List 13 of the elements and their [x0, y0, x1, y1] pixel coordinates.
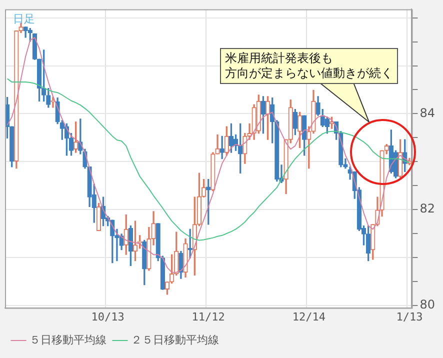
x-tick-label: 10/13 [91, 310, 124, 324]
x-tick-label: 1/13 [396, 310, 423, 324]
legend-label: ５日移動平均線 [30, 333, 106, 346]
x-tick-label: 11/12 [192, 310, 225, 324]
annotation: 方向が定まらない値動きが続く [225, 66, 393, 81]
y-tick-label: 82 [420, 202, 436, 216]
y-tick-label: 84 [420, 106, 436, 120]
annotation: 米雇用統計発表後も [225, 51, 334, 66]
chart-title: 日足 [13, 12, 35, 26]
x-tick-label: 12/14 [292, 310, 326, 324]
legend-label: ２５日移動平均線 [131, 333, 219, 346]
candlestick [220, 136, 224, 160]
y-tick-label: 80 [420, 298, 436, 312]
